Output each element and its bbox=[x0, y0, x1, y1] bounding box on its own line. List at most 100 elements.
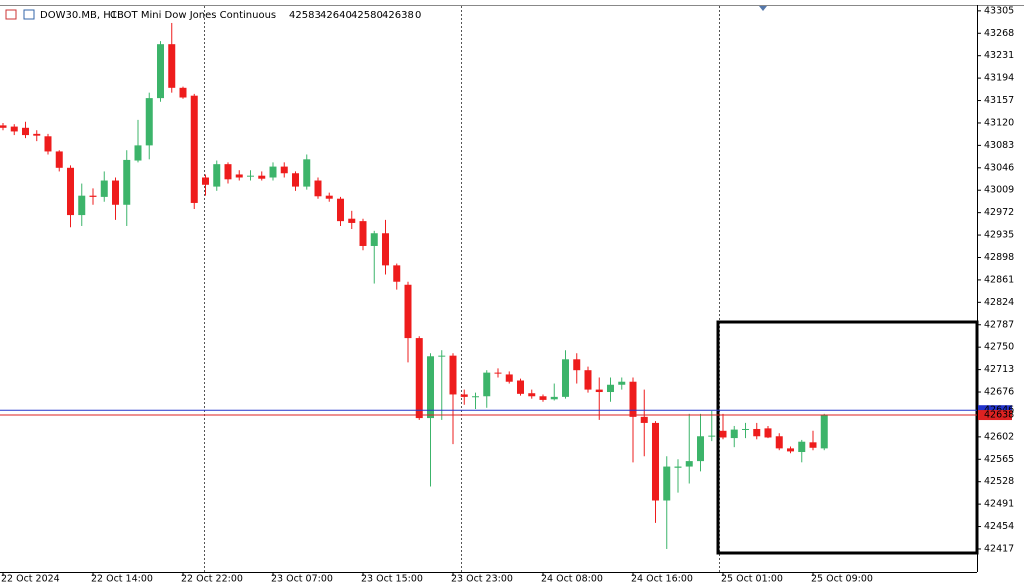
candle-body bbox=[224, 164, 232, 180]
candle-body bbox=[213, 164, 221, 187]
icon bbox=[23, 9, 35, 20]
symbol: DOW30.MB, H1: bbox=[40, 10, 120, 21]
candle-body bbox=[134, 145, 142, 161]
candle-body bbox=[258, 175, 266, 179]
candle-body bbox=[629, 381, 637, 417]
ohlc-open: 42583 bbox=[289, 10, 321, 21]
candle-body bbox=[753, 428, 761, 437]
candle-body bbox=[123, 159, 131, 205]
icon bbox=[5, 9, 17, 20]
candle-body bbox=[798, 441, 806, 453]
candle-body bbox=[247, 175, 254, 177]
candle-body bbox=[562, 359, 569, 397]
candle-body bbox=[325, 195, 333, 199]
candle-body bbox=[730, 429, 738, 439]
y-tick-label: 43120 bbox=[984, 117, 1014, 128]
candle-body bbox=[202, 177, 209, 185]
candle-body bbox=[528, 393, 536, 397]
ohlc-high: 42640 bbox=[320, 10, 352, 21]
candle-body bbox=[337, 198, 344, 222]
candle-body bbox=[314, 180, 322, 197]
candle-body bbox=[33, 133, 41, 136]
x-tick-label: 23 Oct 15:00 bbox=[361, 574, 423, 585]
candle-body bbox=[809, 442, 817, 448]
candle-body bbox=[280, 166, 288, 174]
candle-body bbox=[719, 430, 727, 438]
candle-body bbox=[742, 428, 749, 430]
y-tick-label: 42713 bbox=[984, 364, 1014, 375]
y-tick-label: 43268 bbox=[984, 28, 1014, 39]
candle-body bbox=[685, 461, 693, 467]
candle-body bbox=[820, 415, 828, 449]
x-tick-label: 22 Oct 14:00 bbox=[91, 574, 153, 585]
y-tick-label: 43194 bbox=[984, 73, 1014, 84]
candle-body bbox=[674, 466, 682, 468]
y-tick-label: 42602 bbox=[984, 431, 1014, 442]
price-label-bg bbox=[978, 410, 1012, 421]
candle-body bbox=[348, 218, 356, 223]
x-tick-label: 24 Oct 08:00 bbox=[541, 574, 603, 585]
x-tick-label: 23 Oct 07:00 bbox=[271, 574, 333, 585]
y-tick-label: 42750 bbox=[984, 342, 1014, 353]
y-tick-label: 42935 bbox=[984, 230, 1014, 241]
volume: 0 bbox=[415, 10, 421, 21]
y-tick-label: 43083 bbox=[984, 140, 1014, 151]
candle-body bbox=[472, 396, 479, 398]
candle-body bbox=[393, 265, 401, 282]
x-tick-label: 22 Oct 2024 bbox=[1, 574, 60, 585]
candle-body bbox=[494, 372, 502, 374]
y-tick-label: 42417 bbox=[984, 543, 1014, 554]
candle-body bbox=[764, 428, 772, 438]
x-tick-label: 24 Oct 16:00 bbox=[631, 574, 693, 585]
candle-body bbox=[483, 372, 491, 397]
ohlc-close: 42638 bbox=[382, 10, 414, 21]
y-tick-label: 43157 bbox=[984, 95, 1014, 106]
y-tick-label: 42491 bbox=[984, 499, 1014, 510]
candle-body bbox=[359, 221, 367, 246]
candle-body bbox=[89, 195, 97, 197]
candle-body bbox=[78, 195, 86, 216]
y-tick-label: 42898 bbox=[984, 252, 1014, 263]
y-tick-label: 42972 bbox=[984, 207, 1014, 218]
x-tick-label: 23 Oct 23:00 bbox=[451, 574, 513, 585]
y-tick-label: 43046 bbox=[984, 162, 1014, 173]
candle-body bbox=[415, 338, 423, 419]
candle-body bbox=[708, 435, 716, 437]
candle-body bbox=[112, 180, 119, 205]
candle-body bbox=[663, 466, 671, 501]
candle-body bbox=[573, 359, 581, 371]
candle-body bbox=[235, 174, 243, 178]
candle-body bbox=[292, 173, 299, 187]
candle-body bbox=[67, 167, 74, 216]
candle-body bbox=[539, 396, 547, 400]
candle-body bbox=[44, 136, 52, 152]
price-label: 42638 bbox=[984, 410, 1014, 421]
candle-body bbox=[145, 98, 153, 146]
x-tick-label: 22 Oct 22:00 bbox=[181, 574, 243, 585]
candle-body bbox=[157, 44, 164, 99]
y-tick-label: 42861 bbox=[984, 274, 1014, 285]
candle-body bbox=[460, 394, 468, 397]
y-tick-label: 43009 bbox=[984, 185, 1014, 196]
y-tick-label: 43305 bbox=[984, 5, 1014, 16]
candle-body bbox=[618, 381, 626, 385]
candle-body bbox=[269, 166, 277, 178]
candle-body bbox=[382, 233, 389, 266]
candle-body bbox=[179, 87, 187, 98]
candle-body bbox=[22, 127, 29, 136]
y-tick-label: 42676 bbox=[984, 387, 1014, 398]
ohlc-low: 42580 bbox=[351, 10, 383, 21]
y-tick-label: 42454 bbox=[984, 521, 1014, 532]
candle-body bbox=[697, 436, 704, 462]
candle-body bbox=[775, 436, 783, 449]
candle-body bbox=[55, 151, 63, 168]
candle-body bbox=[505, 374, 513, 382]
candle-body bbox=[427, 356, 434, 419]
candle-body bbox=[10, 126, 18, 132]
candle-body bbox=[787, 448, 794, 452]
header: DOW30.MB, H1: CBOT Mini Dow Jones Contin… bbox=[5, 9, 421, 21]
candle-body bbox=[100, 180, 108, 197]
candle-body bbox=[370, 233, 378, 246]
